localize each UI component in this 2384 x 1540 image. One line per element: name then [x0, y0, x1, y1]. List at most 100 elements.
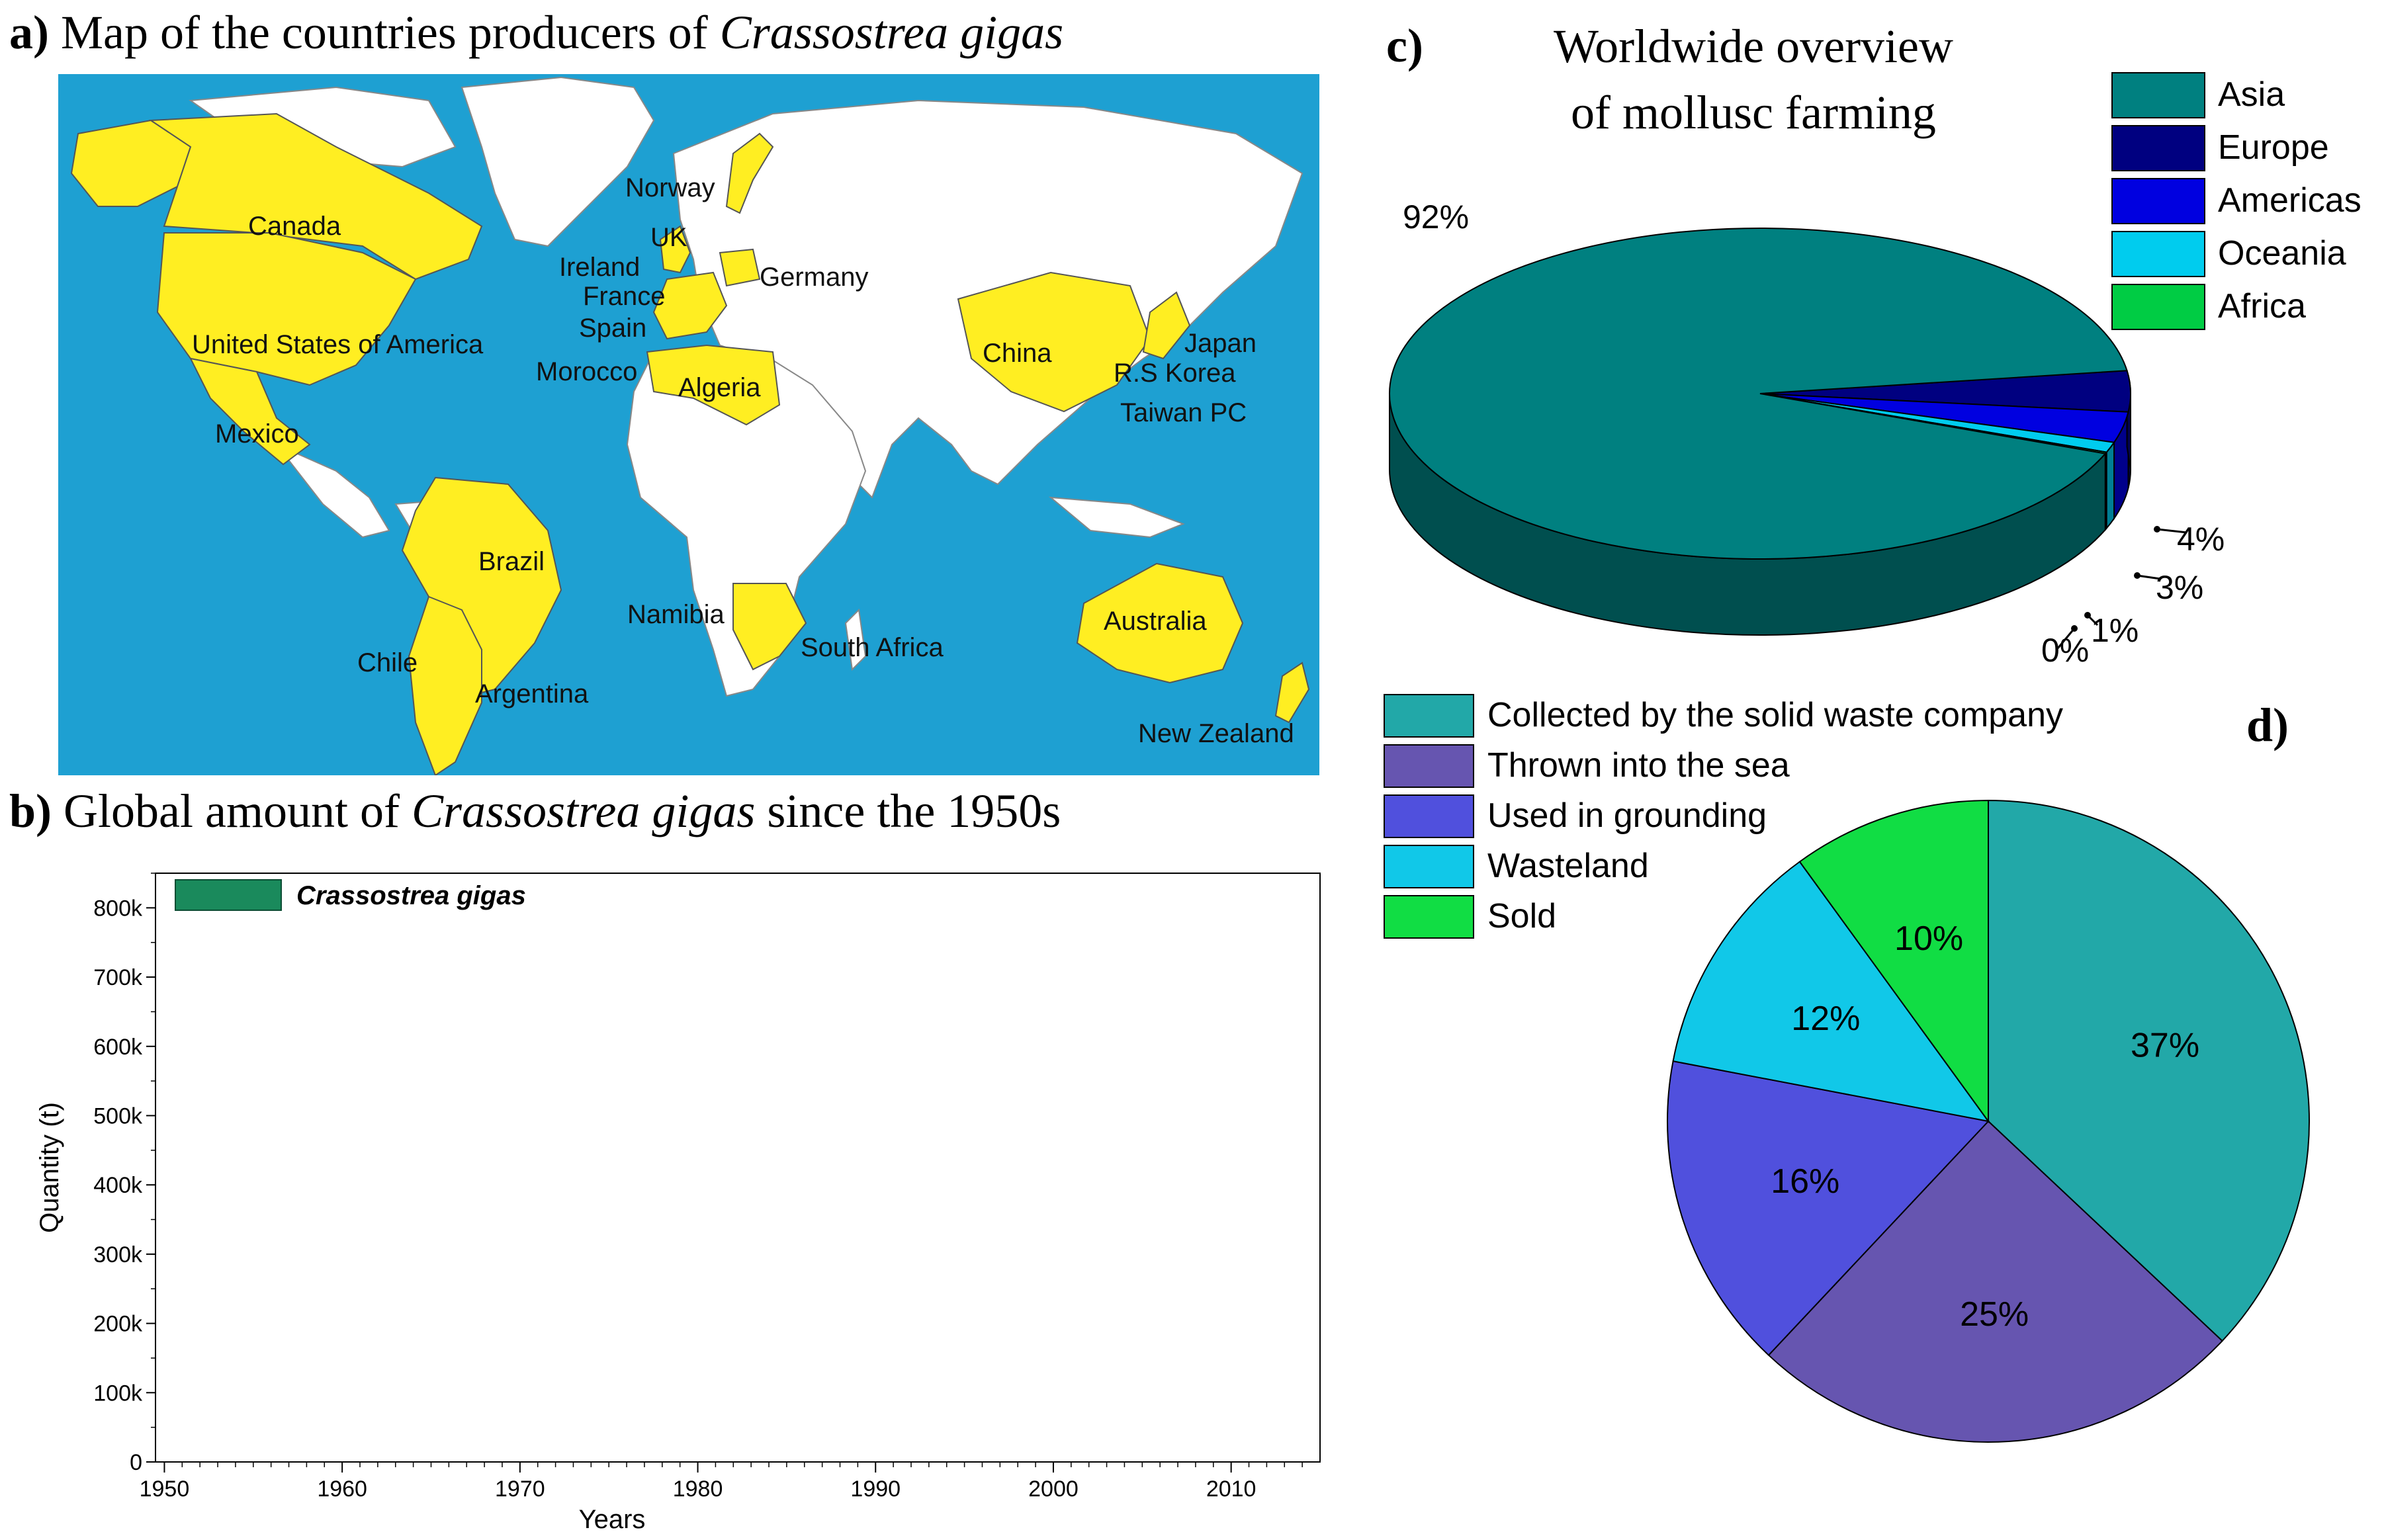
panel-b-letter: b) — [9, 785, 52, 837]
africa-shape — [626, 351, 867, 697]
pie3d-value-label-asia: 92% — [1403, 198, 1469, 235]
y-axis-label: Quantity (t) — [35, 1102, 64, 1233]
pie-value-label-2: 25% — [1960, 1295, 2029, 1334]
madagascar-shape — [844, 608, 867, 671]
pie3d-legend-swatch-europe — [2111, 125, 2205, 171]
label-australia: Australia — [1104, 607, 1207, 636]
label-norway: Norway — [625, 173, 715, 202]
label-south-africa: South Africa — [801, 633, 944, 662]
pie3d-leader-line — [2056, 628, 2076, 649]
pie3d-legend-label-oceania: Oceania — [2218, 234, 2346, 273]
pie-legend-swatch-5 — [1384, 895, 1474, 939]
y-tick-label: 0 — [130, 1450, 142, 1475]
panel-b-title: b) Global amount of Crassostrea gigas si… — [9, 784, 1061, 839]
y-tick-label: 700k — [93, 965, 143, 990]
pie-slice-3 — [1667, 1060, 1990, 1356]
morocco-algeria-shape — [646, 344, 781, 426]
pie3d-side-oceania — [2105, 440, 2115, 531]
pie-legend-swatch-1 — [1384, 694, 1474, 738]
panel-a-title-species: Crassostrea gigas — [719, 6, 1064, 59]
pie-value-label-3: 16% — [1771, 1162, 1839, 1201]
panel-a-title-prefix: Map of the countries producers of — [60, 6, 720, 59]
panel-d-letter: d) — [2246, 699, 2289, 751]
pie-3d-chart: 92% 4% 3% 1%0% Asia Europe Americas Oceania Afr… — [1389, 72, 2362, 669]
pie-slice-1 — [1988, 799, 2310, 1342]
pie-legend-label-3: Used in grounding — [1487, 796, 1767, 835]
y-tick-label: 500k — [93, 1103, 143, 1129]
label-ireland: Ireland — [559, 253, 640, 282]
pie-legend-label-2: Thrown into the sea — [1487, 746, 1790, 785]
norway-shape — [725, 132, 774, 214]
france-spain-shape — [652, 271, 728, 340]
pie3d-leader-arrowhead — [2154, 526, 2160, 533]
label-chile: Chile — [357, 648, 418, 677]
canada-shape — [148, 112, 483, 280]
pie3d-value-label-europe: 4% — [2177, 521, 2225, 558]
pie3d-leader-line — [2137, 574, 2161, 580]
x-tick-label: 2000 — [1028, 1476, 1079, 1502]
pie-value-label-4: 12% — [1791, 1000, 1860, 1038]
pie3d-legend-label-americas: Americas — [2218, 181, 2362, 220]
y-tick-label: 100k — [93, 1381, 143, 1406]
label-algeria: Algeria — [678, 373, 761, 402]
pie-slice-2 — [1767, 1120, 2223, 1443]
label-korea: R.S Korea — [1114, 359, 1236, 388]
label-argentina: Argentina — [475, 679, 589, 708]
y-tick-label: 300k — [93, 1242, 143, 1267]
panel-c-letter: c) — [1386, 19, 1423, 72]
pie3d-legend-swatch-americas — [2111, 178, 2205, 224]
y-tick-label: 400k — [93, 1173, 143, 1198]
pie-slice-5 — [1798, 799, 1989, 1124]
pie-chart: Collected by the solid waste company Thro… — [1384, 694, 2310, 1443]
x-tick-label: 1960 — [317, 1476, 367, 1502]
panel-c-title: Worldwide overview of mollusc farming — [1423, 13, 2084, 146]
pie3d-leader-line — [2156, 528, 2187, 534]
plot-frame — [155, 873, 1321, 1463]
mexico-shape — [189, 357, 311, 466]
panel-b-title-prefix: Global amount of — [64, 785, 412, 837]
panel-c-title-line1: Worldwide overview — [1553, 20, 1954, 73]
central-america-shape — [276, 444, 390, 538]
y-tick-label: 200k — [93, 1312, 143, 1337]
legend-swatch — [175, 879, 282, 911]
x-tick-label: 1990 — [850, 1476, 901, 1502]
label-spain: Spain — [579, 314, 647, 343]
label-canada: Canada — [248, 212, 341, 241]
pie3d-leader-arrowhead — [2071, 625, 2078, 632]
label-namibia: Namibia — [627, 600, 725, 629]
panel-c-title-line2: of mollusc farming — [1571, 86, 1936, 139]
pie3d-value-label-oceania: 1% — [2091, 612, 2139, 649]
usa-shape — [156, 232, 417, 386]
pie3d-value-label-americas: 3% — [2156, 569, 2203, 606]
greenland-shape — [461, 76, 655, 247]
indonesia-shape — [1048, 496, 1185, 538]
pie3d-legend-swatch-asia — [2111, 72, 2205, 118]
panel-a-letter: a) — [9, 6, 49, 59]
pie3d-slice-asia — [1389, 228, 2128, 560]
pie-value-label-1: 37% — [2131, 1026, 2199, 1064]
label-morocco: Morocco — [536, 357, 638, 386]
world-map: Canada Norway UK Ireland France Germany … — [58, 74, 1319, 775]
pie3d-legend-swatch-africa — [2111, 284, 2205, 330]
uk-ireland-shape — [659, 225, 691, 274]
label-mexico: Mexico — [215, 419, 299, 449]
label-usa: United States of America — [192, 330, 484, 359]
label-brazil: Brazil — [478, 547, 545, 576]
x-axis-label: Years — [579, 1505, 646, 1534]
panel-b-title-species: Crassostrea gigas — [411, 785, 756, 837]
germany-shape — [719, 248, 761, 287]
pie-legend-swatch-3 — [1384, 794, 1474, 838]
label-germany: Germany — [760, 263, 869, 292]
x-tick-label: 1980 — [673, 1476, 723, 1502]
pie-value-label-5: 10% — [1894, 920, 1963, 958]
china-shape — [957, 271, 1151, 413]
pie3d-leader-arrowhead — [2134, 572, 2141, 579]
japan-korea-shape — [1142, 291, 1191, 360]
pie3d-legend-label-africa: Africa — [2218, 287, 2306, 325]
y-tick-label: 600k — [93, 1035, 143, 1060]
label-new-zealand: New Zealand — [1138, 719, 1294, 748]
label-china: China — [983, 339, 1052, 368]
chile-argentina-shape — [408, 595, 482, 775]
label-france: France — [583, 282, 666, 311]
x-tick-label: 1970 — [495, 1476, 545, 1502]
